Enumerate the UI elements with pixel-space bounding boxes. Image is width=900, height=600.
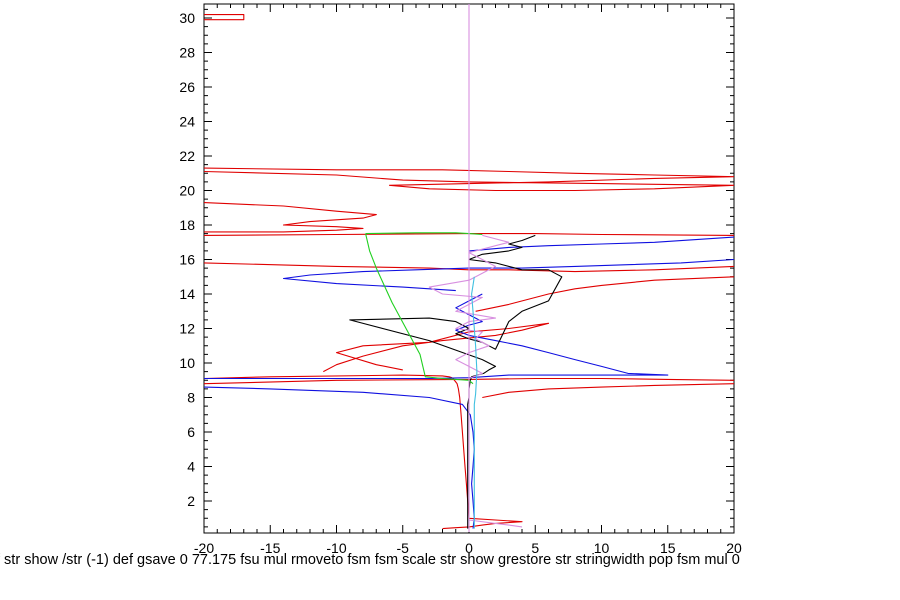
x-tick-label: 10 (594, 540, 610, 556)
y-tick-label: 20 (179, 183, 195, 199)
series-line-violet-19 (468, 519, 523, 528)
series-line-red-3 (323, 322, 550, 373)
series-line-red-7 (204, 202, 377, 233)
x-tick-label: -5 (397, 540, 410, 556)
y-tick-label: 2 (187, 493, 195, 509)
y-tick-label: 28 (179, 45, 195, 61)
y-tick-label: 6 (187, 424, 195, 440)
series-line-red-4 (475, 276, 734, 312)
series-line-cyan-21 (471, 276, 478, 529)
y-tick-label: 10 (179, 355, 195, 371)
y-tick-label: 30 (179, 10, 195, 26)
y-tick-label: 22 (179, 148, 195, 164)
y-tick-label: 12 (179, 321, 195, 337)
x-tick-label: 15 (660, 540, 676, 556)
y-tick-label: 14 (179, 286, 195, 302)
y-tick-label: 8 (187, 390, 195, 406)
series-line-red-2 (482, 383, 734, 399)
series-line-red-8 (204, 167, 734, 192)
series-line-red-1 (204, 377, 734, 385)
x-tick-label: 20 (726, 540, 742, 556)
y-tick-label: 16 (179, 252, 195, 268)
series-line-red-10 (204, 1, 602, 3)
series-line-red-9 (204, 14, 245, 21)
y-tick-label: 26 (179, 79, 195, 95)
series-line-blue-13 (282, 258, 734, 292)
x-tick-label: -20 (194, 540, 214, 556)
x-tick-label: 0 (465, 540, 473, 556)
series-line-red-0 (204, 374, 523, 530)
series-line-blue-12 (204, 293, 669, 380)
footer-text: f str show /str (-1) def gsave 0 77.175 … (0, 552, 740, 568)
y-tick-label: 4 (187, 459, 195, 475)
axis-ticks (204, 4, 734, 533)
series-line-red-6 (204, 233, 734, 236)
series-line-blue-14 (468, 236, 734, 252)
x-tick-label: -15 (260, 540, 280, 556)
series-line-green-17 (365, 232, 483, 236)
y-tick-label: 24 (179, 114, 195, 130)
tick-labels: -20 -15 -10 -5 0 5 10 15 20246810121416182022242… (179, 10, 742, 556)
series-group (204, 1, 734, 532)
x-tick-label: -10 (326, 540, 346, 556)
x-tick-label: 5 (531, 540, 539, 556)
series-line-green-16 (365, 233, 474, 385)
y-tick-label: 18 (179, 217, 195, 233)
series-line-violet-20 (428, 234, 510, 380)
series-line-blue-11 (204, 386, 475, 529)
